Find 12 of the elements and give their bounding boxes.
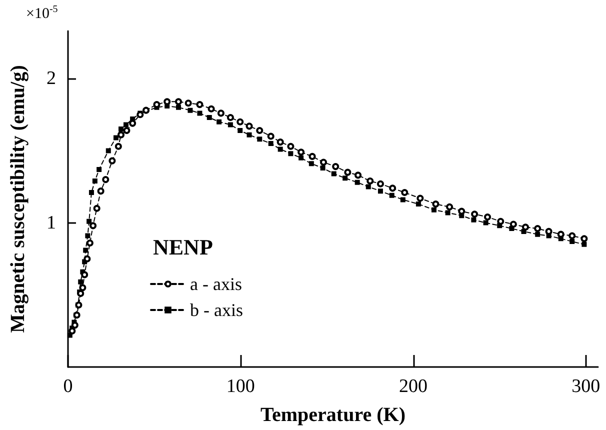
x-tick-label: 0 [63,376,73,397]
y-tick-label: 1 [46,212,56,234]
x-axis-title: Temperature (K) [260,404,406,426]
legend-label: a - axis [190,274,242,294]
y-axis-title: Magnetic susceptibility (emu/g) [7,65,29,333]
x-tick-label: 300 [572,376,600,397]
text: ×10$^{-5}$ [26,4,58,23]
y-tick-label: 2 [46,68,56,90]
x-tick-label: 100 [226,376,255,397]
x-tick-label: 200 [399,376,428,397]
legend-label: b - axis [190,300,243,320]
legend-title: NENP [153,234,213,260]
